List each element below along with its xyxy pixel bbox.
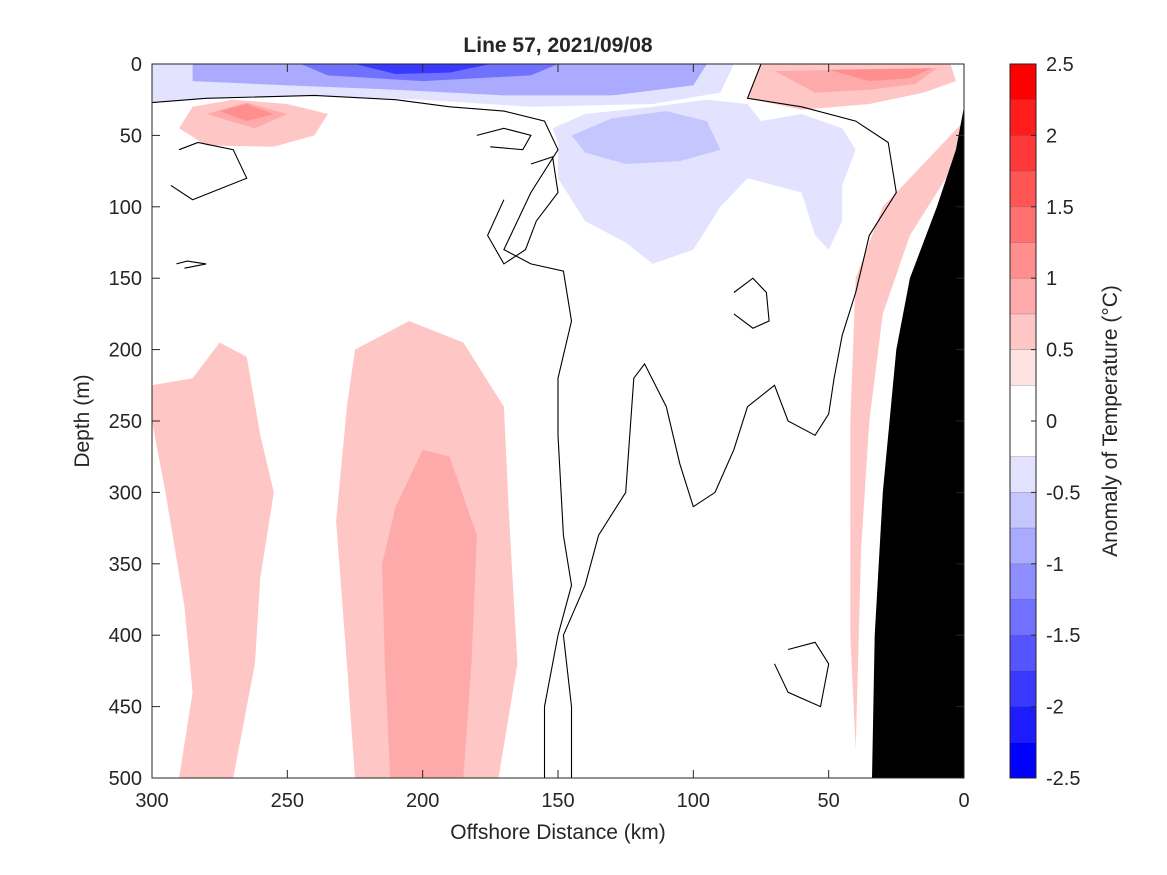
zero-contour-line [733,277,770,329]
colorbar-tick-label: -2 [1046,697,1064,719]
bathymetry-layer [872,106,964,778]
colorbar-swatch [1010,99,1036,136]
zero-contour-line [476,127,532,151]
colorbar-swatch [1010,742,1036,778]
colorbar-tick-label: 1.5 [1046,197,1074,219]
x-tick-label: 0 [958,790,969,812]
y-tick-label: 300 [109,482,142,504]
y-axis-label: Depth (m) [71,374,94,467]
zero-contour-line [774,641,830,708]
colorbar-tick-label: 2 [1046,125,1057,147]
colorbar-swatch [1010,563,1036,600]
colorbar-tick-label: 1 [1046,268,1057,290]
colorbar-swatch [1010,706,1036,743]
colorbar-swatch [1010,349,1036,386]
deep-warm-column-center-region [382,449,477,778]
nearshore-warm-slope-region [850,121,964,750]
colorbar-tick-label: 0 [1046,411,1057,433]
anomaly-fill-layer [152,64,964,778]
colorbar-tick-label: 2.5 [1046,54,1074,76]
y-tick-label: 350 [109,554,142,576]
y-tick-label: 500 [109,768,142,790]
zero-contour-line [562,64,897,778]
colorbar-swatch [1010,528,1036,564]
colorbar-label: Anomaly of Temperature (°C) [1099,285,1122,557]
zero-contour-line [486,156,559,265]
x-axis-label: Offshore Distance (km) [450,821,666,844]
mid-cold-patch-region [571,111,721,164]
plot-area [151,63,965,779]
colorbar-swatch [1010,135,1036,172]
y-tick-label: 250 [109,411,142,433]
colorbar-swatch [1010,171,1036,207]
seafloor-mask [872,106,964,778]
colorbar-swatch [1010,206,1036,243]
y-tick-label: 450 [109,697,142,719]
y-tick-label: 0 [131,54,142,76]
colorbar-tick-label: 0.5 [1046,340,1074,362]
nearshore-warm-surface-region [828,68,932,82]
colorbar-swatch [1010,670,1036,707]
x-tick-label: 200 [406,790,439,812]
colorbar-swatch [1010,64,1036,100]
zero-contour-layer [152,64,897,778]
chart-title: Line 57, 2021/09/08 [463,34,652,57]
colorbar-tick-label: -1.5 [1046,625,1080,647]
x-tick-label: 150 [541,790,574,812]
zero-contour-line [152,94,573,778]
colorbar-swatches [1010,64,1036,778]
colorbar-swatch [1010,456,1036,493]
colorbar-tick-label: -1 [1046,554,1064,576]
y-tick-label: 50 [120,125,142,147]
zero-contour-line [170,141,248,201]
x-tick-label: 300 [135,790,168,812]
colorbar: 2.5 2 1.5 1 0.5 0 -0.5 -1 -1.5 -2 -2.5 [1009,54,1080,790]
zero-contour-line [176,260,207,269]
y-tick-label: 150 [109,268,142,290]
colorbar-swatch [1010,242,1036,279]
colorbar-swatch [1010,313,1036,350]
colorbar-swatch [1010,492,1036,529]
x-axis: 300 250 200 150 100 50 0 [135,64,970,812]
colorbar-tick-label: -2.5 [1046,768,1080,790]
colorbar-tick-label: -0.5 [1046,482,1080,504]
x-tick-label: 100 [677,790,710,812]
offshore-warm-subsurface-region [219,104,274,122]
x-tick-label: 250 [271,790,304,812]
colorbar-swatch [1010,635,1036,671]
y-axis: 0 50 100 150 200 250 300 350 400 450 500 [109,54,964,790]
y-tick-label: 400 [109,625,142,647]
y-tick-label: 200 [109,340,142,362]
x-tick-label: 50 [818,790,840,812]
colorbar-ticks: 2.5 2 1.5 1 0.5 0 -0.5 -1 -1.5 -2 -2.5 [1031,54,1080,790]
colorbar-swatch [1010,599,1036,636]
y-tick-label: 100 [109,197,142,219]
colorbar-swatch [1010,278,1036,314]
deep-warm-column-west-region [152,342,274,778]
